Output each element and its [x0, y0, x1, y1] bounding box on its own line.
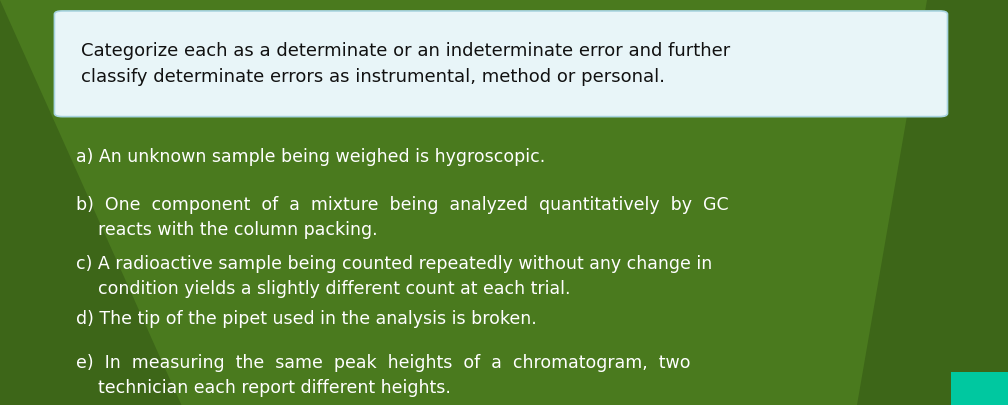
- Polygon shape: [0, 0, 181, 405]
- Text: Categorize each as a determinate or an indeterminate error and further
classify : Categorize each as a determinate or an i…: [81, 42, 730, 86]
- Bar: [951, 372, 1008, 405]
- FancyBboxPatch shape: [54, 11, 948, 117]
- Text: a) An unknown sample being weighed is hygroscopic.: a) An unknown sample being weighed is hy…: [76, 148, 545, 166]
- Text: d) The tip of the pipet used in the analysis is broken.: d) The tip of the pipet used in the anal…: [76, 310, 536, 328]
- Text: b)  One  component  of  a  mixture  being  analyzed  quantitatively  by  GC
    : b) One component of a mixture being anal…: [76, 196, 728, 239]
- Text: e)  In  measuring  the  same  peak  heights  of  a  chromatogram,  two
    techn: e) In measuring the same peak heights of…: [76, 354, 690, 397]
- Text: c) A radioactive sample being counted repeatedly without any change in
    condi: c) A radioactive sample being counted re…: [76, 255, 712, 298]
- Polygon shape: [857, 0, 1008, 405]
